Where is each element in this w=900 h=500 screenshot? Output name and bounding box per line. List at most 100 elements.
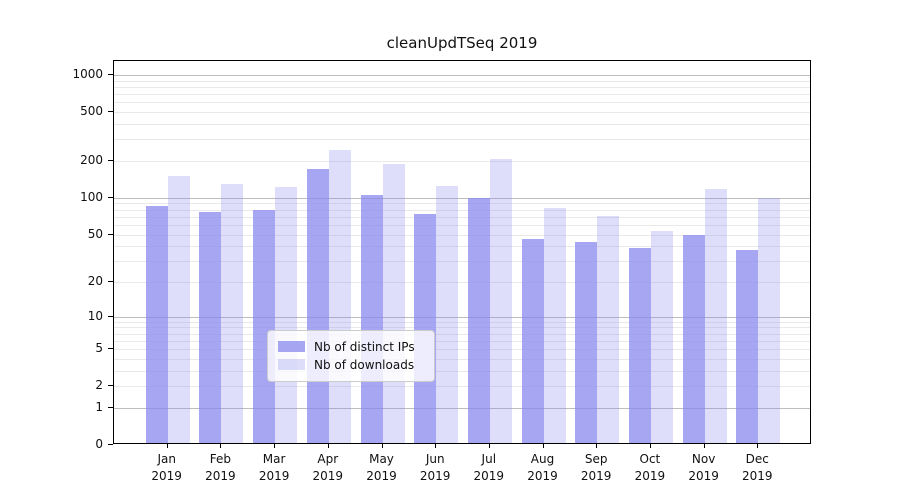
gridline-minor	[114, 386, 810, 388]
gridline-major	[114, 197, 810, 199]
x-tick-month: Mar	[262, 452, 286, 466]
bar-downloads	[543, 208, 566, 443]
bar-downloads	[704, 188, 727, 443]
x-tick-label: Mar 2019	[246, 451, 302, 485]
x-tick-mark	[274, 444, 276, 448]
gridline-minor	[114, 261, 810, 263]
gridline-major	[114, 407, 810, 409]
gridline-minor	[114, 224, 810, 226]
y-tick-label: 10	[87, 308, 103, 323]
bar-downloads	[489, 159, 512, 443]
bar-distinct-ips	[414, 214, 437, 443]
y-tick-label: 5	[95, 341, 103, 356]
gridline-major	[114, 316, 810, 318]
bar-downloads	[275, 186, 298, 443]
y-tick-mark	[108, 385, 113, 387]
bar-downloads	[650, 231, 673, 443]
x-tick-label: Apr 2019	[300, 451, 356, 485]
x-tick-year: 2019	[151, 469, 182, 483]
y-tick-mark	[108, 315, 113, 317]
x-tick-mark	[166, 444, 168, 448]
x-tick-label: Nov 2019	[676, 451, 732, 485]
gridline-minor	[114, 333, 810, 335]
x-tick-label: Oct 2019	[622, 451, 678, 485]
x-tick-mark	[703, 444, 705, 448]
x-tick-year: 2019	[312, 469, 344, 483]
x-tick-month: Apr	[317, 452, 339, 466]
y-tick-mark	[108, 160, 113, 161]
gridline-minor	[114, 234, 810, 236]
x-tick-year: 2019	[634, 469, 666, 483]
gridline-minor	[114, 139, 810, 141]
x-tick-mark	[435, 444, 437, 448]
gridline-minor	[114, 321, 810, 323]
y-tick-label: 1000	[72, 67, 103, 81]
x-tick-year: 2019	[205, 469, 236, 483]
x-tick-mark	[327, 444, 329, 448]
y-tick-mark	[108, 233, 113, 235]
y-tick-label: 1	[95, 399, 103, 414]
x-tick-label: Aug 2019	[515, 451, 571, 485]
legend-swatch	[278, 341, 305, 352]
x-tick-label: May 2019	[354, 451, 410, 485]
gridline-minor	[114, 87, 810, 88]
x-tick-mark	[542, 444, 544, 448]
legend: Nb of distinct IPs Nb of downloads	[267, 330, 435, 382]
y-tick-mark	[108, 74, 113, 75]
y-tick-mark	[108, 406, 113, 408]
x-tick-mark	[757, 444, 759, 448]
gridline-minor	[114, 282, 810, 283]
bar-distinct-ips	[306, 168, 329, 443]
bar-downloads	[382, 163, 405, 443]
gridline-minor	[114, 102, 810, 104]
y-tick-label: 500	[80, 104, 103, 119]
gridline-minor	[114, 370, 810, 372]
gridline-minor	[114, 94, 810, 96]
x-tick-label: Dec 2019	[729, 451, 785, 485]
x-tick-month: Sep	[584, 452, 608, 466]
bar-distinct-ips	[521, 239, 544, 443]
gridline-minor	[114, 80, 810, 82]
bar-distinct-ips	[360, 195, 383, 443]
gridline-minor	[114, 327, 810, 329]
bar-distinct-ips	[253, 209, 276, 443]
x-tick-month: Jul	[481, 452, 497, 466]
bar-distinct-ips	[736, 249, 759, 443]
x-tick-year: 2019	[419, 469, 451, 483]
x-tick-year: 2019	[688, 469, 719, 483]
legend-swatch	[278, 359, 305, 370]
x-tick-label: Jun 2019	[407, 451, 463, 485]
x-tick-year: 2019	[473, 469, 505, 483]
gridline-minor	[114, 340, 810, 342]
x-tick-year: 2019	[258, 469, 290, 483]
bar-downloads	[758, 197, 781, 443]
legend-label: Nb of downloads	[314, 357, 415, 372]
bar-distinct-ips	[467, 197, 490, 443]
bar-downloads	[167, 175, 190, 443]
gridline-major	[114, 75, 810, 76]
bar-downloads	[221, 184, 244, 443]
y-tick-mark	[108, 281, 113, 282]
x-tick-month: Jan	[157, 452, 176, 466]
y-tick-mark	[108, 444, 113, 445]
gridline-minor	[114, 124, 810, 125]
gridline-minor	[114, 209, 810, 211]
gridline-minor	[114, 112, 810, 114]
bar-distinct-ips	[682, 234, 705, 443]
bar-distinct-ips	[145, 206, 168, 443]
bar-downloads	[436, 186, 459, 443]
x-tick-month: Jun	[425, 452, 445, 466]
x-tick-label: Sep 2019	[568, 451, 624, 485]
gridline-minor	[114, 358, 810, 360]
y-tick-label: 20	[87, 274, 103, 288]
y-tick-mark	[108, 196, 113, 198]
x-tick-mark	[649, 444, 651, 448]
bar-distinct-ips	[628, 248, 651, 443]
x-tick-month: Oct	[639, 452, 661, 466]
x-tick-label: Jan 2019	[139, 451, 195, 485]
gridline-minor	[114, 161, 810, 162]
y-tick-label: 100	[80, 189, 103, 204]
x-tick-year: 2019	[366, 469, 397, 483]
x-tick-month: Aug	[530, 452, 555, 466]
